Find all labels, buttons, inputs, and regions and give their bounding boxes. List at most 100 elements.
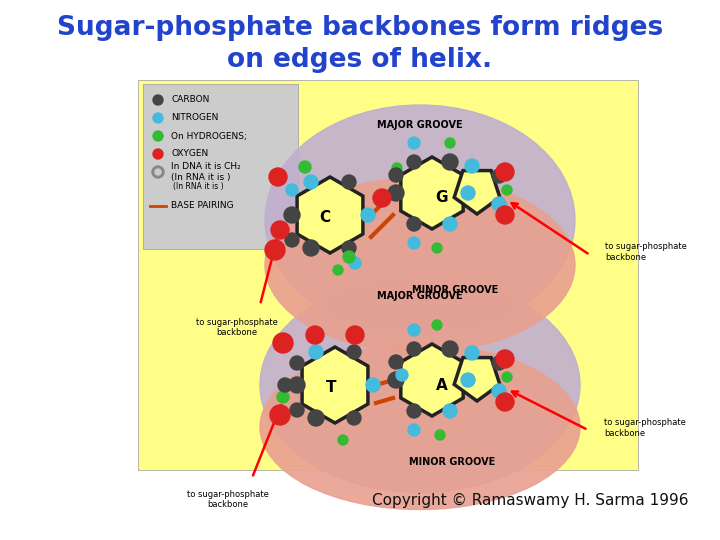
Text: MAJOR GROOVE: MAJOR GROOVE (377, 120, 463, 130)
Text: on edges of helix.: on edges of helix. (228, 47, 492, 73)
Circle shape (408, 324, 420, 336)
Circle shape (392, 163, 402, 173)
Text: to sugar-phosphate
backbone: to sugar-phosphate backbone (187, 490, 269, 509)
Text: CARBON: CARBON (171, 96, 210, 105)
Text: NITROGEN: NITROGEN (171, 113, 218, 123)
Circle shape (461, 186, 475, 200)
Circle shape (265, 240, 285, 260)
Text: BASE PAIRING: BASE PAIRING (171, 201, 233, 211)
Text: C: C (320, 210, 330, 225)
Circle shape (388, 372, 404, 388)
Circle shape (496, 206, 514, 224)
Text: MINOR GROOVE: MINOR GROOVE (409, 457, 495, 467)
Circle shape (155, 169, 161, 175)
Circle shape (153, 149, 163, 159)
Circle shape (342, 175, 356, 189)
Text: G: G (436, 191, 449, 206)
Circle shape (502, 372, 512, 382)
Circle shape (290, 356, 304, 370)
Circle shape (342, 241, 356, 255)
Circle shape (306, 326, 324, 344)
Circle shape (278, 378, 292, 392)
Circle shape (407, 404, 421, 418)
Circle shape (153, 131, 163, 141)
Circle shape (285, 233, 299, 247)
Circle shape (492, 197, 506, 211)
Polygon shape (401, 344, 463, 416)
Circle shape (361, 208, 375, 222)
Circle shape (502, 185, 512, 195)
Text: OXYGEN: OXYGEN (171, 150, 208, 159)
Circle shape (270, 405, 290, 425)
Circle shape (290, 403, 304, 417)
Circle shape (408, 237, 420, 249)
Circle shape (432, 243, 442, 253)
Text: to sugar-phosphate
backbone: to sugar-phosphate backbone (604, 418, 686, 438)
Circle shape (408, 424, 420, 436)
Circle shape (407, 217, 421, 231)
Circle shape (309, 345, 323, 359)
Circle shape (443, 217, 457, 231)
Circle shape (442, 341, 458, 357)
Circle shape (408, 137, 420, 149)
Circle shape (465, 346, 479, 360)
Circle shape (289, 377, 305, 393)
Circle shape (396, 369, 408, 381)
Circle shape (496, 393, 514, 411)
Text: Sugar-phosphate backbones form ridges: Sugar-phosphate backbones form ridges (57, 15, 663, 41)
Circle shape (432, 320, 442, 330)
Circle shape (443, 404, 457, 418)
Circle shape (338, 435, 348, 445)
Text: On HYDROGENS;: On HYDROGENS; (171, 132, 247, 140)
Text: to sugar-phosphate
backbone: to sugar-phosphate backbone (605, 242, 687, 262)
Text: to sugar-phosphate
backbone: to sugar-phosphate backbone (196, 318, 278, 338)
Circle shape (153, 95, 163, 105)
Text: Copyright © Ramaswamy H. Sarma 1996: Copyright © Ramaswamy H. Sarma 1996 (372, 492, 688, 508)
Text: In DNA it is CH₂
(In RNA it is ): In DNA it is CH₂ (In RNA it is ) (171, 163, 240, 181)
Circle shape (303, 240, 319, 256)
Circle shape (284, 207, 300, 223)
Circle shape (496, 163, 514, 181)
Ellipse shape (265, 105, 575, 335)
Circle shape (269, 168, 287, 186)
Circle shape (407, 342, 421, 356)
Polygon shape (401, 157, 463, 229)
Circle shape (496, 350, 514, 368)
Circle shape (407, 155, 421, 169)
Circle shape (343, 251, 355, 263)
Circle shape (308, 410, 324, 426)
Circle shape (465, 159, 479, 173)
Circle shape (286, 184, 298, 196)
Circle shape (347, 411, 361, 425)
Text: (In RNA it is ): (In RNA it is ) (173, 181, 224, 191)
Circle shape (271, 221, 289, 239)
Circle shape (389, 168, 403, 182)
Circle shape (304, 175, 318, 189)
Circle shape (388, 185, 404, 201)
Circle shape (445, 138, 455, 148)
Circle shape (346, 326, 364, 344)
Ellipse shape (260, 345, 580, 510)
Ellipse shape (260, 278, 580, 492)
Circle shape (277, 391, 289, 403)
Circle shape (435, 430, 445, 440)
Text: A: A (436, 377, 448, 393)
Text: MINOR GROOVE: MINOR GROOVE (412, 285, 498, 295)
Circle shape (442, 154, 458, 170)
Circle shape (373, 189, 391, 207)
Ellipse shape (265, 178, 575, 353)
Circle shape (152, 166, 164, 178)
Text: MAJOR GROOVE: MAJOR GROOVE (377, 291, 463, 301)
Circle shape (492, 169, 506, 183)
Circle shape (349, 257, 361, 269)
Circle shape (273, 333, 293, 353)
Bar (138, 80, 638, 470)
Circle shape (492, 384, 506, 398)
Circle shape (153, 113, 163, 123)
Bar (143, 84, 298, 249)
Circle shape (333, 265, 343, 275)
Circle shape (366, 378, 380, 392)
Circle shape (492, 356, 506, 370)
Text: T: T (325, 380, 336, 395)
Polygon shape (302, 347, 368, 423)
